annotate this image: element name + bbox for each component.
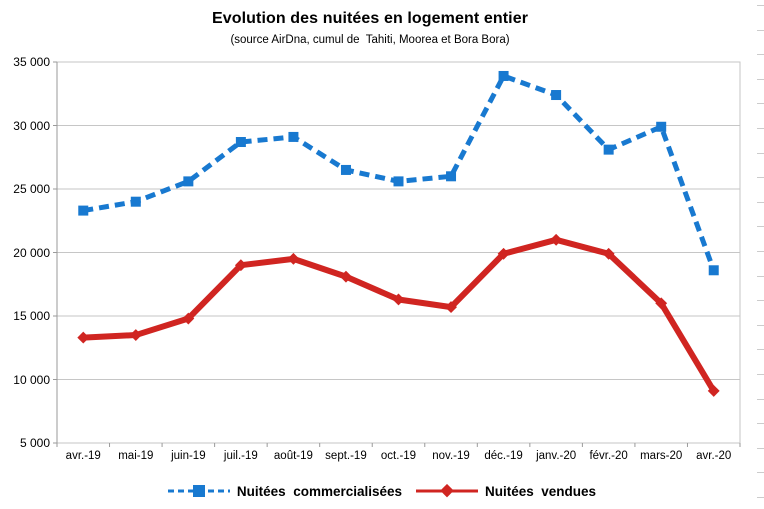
legend-item-commercialisees: Nuitées commercialisées	[167, 483, 403, 499]
data-point-square	[183, 176, 194, 187]
x-axis-label: nov.-19	[432, 450, 470, 462]
edge-tick	[757, 5, 764, 6]
data-point-diamond	[497, 247, 510, 260]
legend-item-vendues: Nuitées vendues	[416, 484, 596, 499]
edge-tick	[757, 251, 764, 252]
edge-tick	[757, 349, 764, 350]
legend-label-vendues: Nuitées vendues	[485, 483, 597, 499]
plot-area	[53, 61, 741, 447]
edge-tick	[757, 300, 764, 301]
data-point-square	[340, 164, 351, 175]
edge-tick	[757, 177, 764, 178]
edge-tick	[757, 54, 764, 55]
x-axis-label: août-19	[273, 450, 313, 462]
data-point-diamond	[602, 247, 615, 260]
data-point-square	[393, 176, 404, 187]
edge-tick	[757, 448, 764, 449]
edge-tick	[757, 153, 764, 154]
series-line-dashed	[82, 73, 717, 272]
data-point-diamond	[77, 331, 90, 344]
data-point-square	[603, 144, 614, 155]
data-point-square	[498, 70, 509, 81]
chart-subtitle: (source AirDna, cumul de Tahiti, Moorea …	[230, 34, 510, 46]
edge-tick	[757, 226, 764, 227]
data-point-square	[446, 171, 457, 182]
data-point-square	[130, 196, 141, 207]
x-axis-label: sept.-19	[325, 450, 367, 462]
x-axis-label: juin-19	[171, 450, 206, 462]
chart-title: Evolution des nuitées en logement entier	[211, 10, 529, 27]
x-axis-label: mars-20	[640, 450, 683, 462]
edge-tick	[757, 202, 764, 203]
x-axis-label: févr.-20	[589, 450, 628, 462]
edge-tick	[757, 325, 764, 326]
legend-label-commercialisees: Nuitées commercialisées	[236, 483, 403, 499]
data-point-square	[708, 265, 719, 276]
blue-dashed-square-sample-icon	[167, 485, 230, 497]
y-axis-label: 5 000	[19, 436, 50, 450]
y-axis-label: 25 000	[13, 182, 50, 196]
series-line-solid	[83, 236, 717, 393]
x-axis-label: avr.-19	[65, 450, 101, 462]
y-axis-label: 10 000	[13, 372, 50, 387]
edge-tick	[757, 374, 764, 375]
edge-tick	[757, 399, 764, 400]
x-axis-label: juil.-19	[223, 450, 258, 462]
red-solid-diamond-sample-icon	[416, 484, 479, 498]
edge-tick	[757, 30, 764, 31]
data-point-square	[656, 121, 667, 132]
x-axis-label: oct.-19	[380, 450, 417, 462]
y-axis-label: 20 000	[13, 245, 50, 260]
x-axis-label: déc.-19	[484, 450, 523, 462]
y-axis-label: 35 000	[13, 55, 50, 69]
edge-tick	[757, 103, 764, 104]
data-point-square	[235, 137, 246, 148]
edge-tick	[757, 128, 764, 129]
y-axis-label: 30 000	[13, 118, 50, 133]
edge-tick	[757, 276, 764, 277]
data-point-square	[551, 90, 562, 101]
data-point-square	[78, 205, 89, 216]
x-axis-label: janv.-20	[536, 450, 577, 462]
edge-tick	[757, 497, 764, 498]
edge-tick	[757, 79, 764, 80]
edge-tick	[757, 423, 764, 424]
chart-legend: Nuitées commercialisées Nuitées vendues	[0, 479, 764, 503]
data-point-square	[288, 131, 299, 142]
x-axis-label: mai-19	[118, 450, 154, 462]
y-axis-label: 15 000	[13, 309, 50, 323]
edge-tick	[757, 472, 764, 473]
x-axis-label: avr.-20	[696, 450, 732, 462]
